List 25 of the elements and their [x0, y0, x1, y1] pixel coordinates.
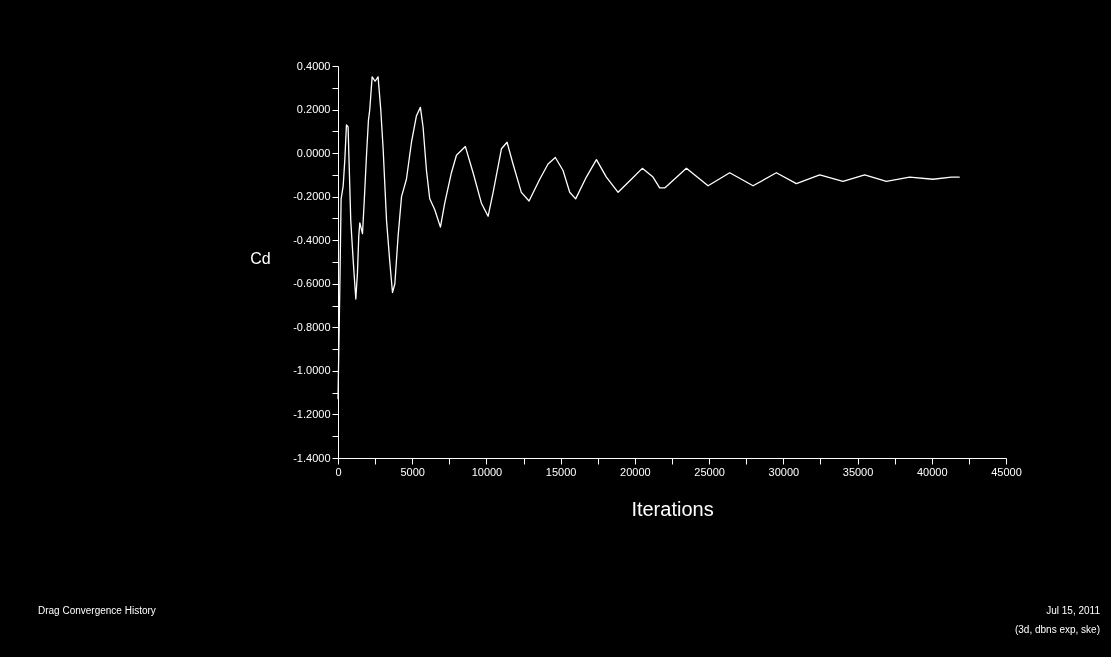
y-tick-label: -1.2000 — [293, 407, 331, 420]
y-tick-label: -1.0000 — [293, 364, 331, 377]
y-tick-label: 0.2000 — [296, 103, 331, 116]
x-tick-label: 5000 — [400, 465, 425, 478]
y-tick-label: -0.2000 — [293, 190, 331, 203]
y-tick-label: -1.4000 — [293, 451, 331, 464]
y-axis-title: Cd — [250, 249, 271, 267]
x-tick-label: 10000 — [471, 465, 503, 478]
x-tick-label: 40000 — [916, 465, 948, 478]
y-tick-label: -0.8000 — [293, 320, 331, 333]
x-tick-label: 20000 — [620, 465, 651, 478]
text: (3d, dbns exp, ske) — [1014, 624, 1100, 635]
y-tick-label: 0.0000 — [296, 146, 331, 159]
y-tick-label: 0.4000 — [296, 59, 331, 72]
x-tick-label: 30000 — [768, 465, 800, 478]
x-tick-label: 0 — [335, 465, 342, 478]
y-tick-label: -0.4000 — [293, 233, 331, 246]
x-tick-label: 35000 — [842, 465, 874, 478]
x-tick-label: 45000 — [991, 465, 1022, 478]
text: Drag Convergence History — [38, 605, 156, 616]
x-tick-label: 25000 — [694, 465, 725, 478]
x-tick-label: 15000 — [545, 465, 577, 478]
x-axis-title: Iterations — [631, 497, 714, 520]
text: Jul 15, 2011 — [1046, 605, 1101, 616]
y-tick-label: -0.6000 — [293, 277, 331, 290]
